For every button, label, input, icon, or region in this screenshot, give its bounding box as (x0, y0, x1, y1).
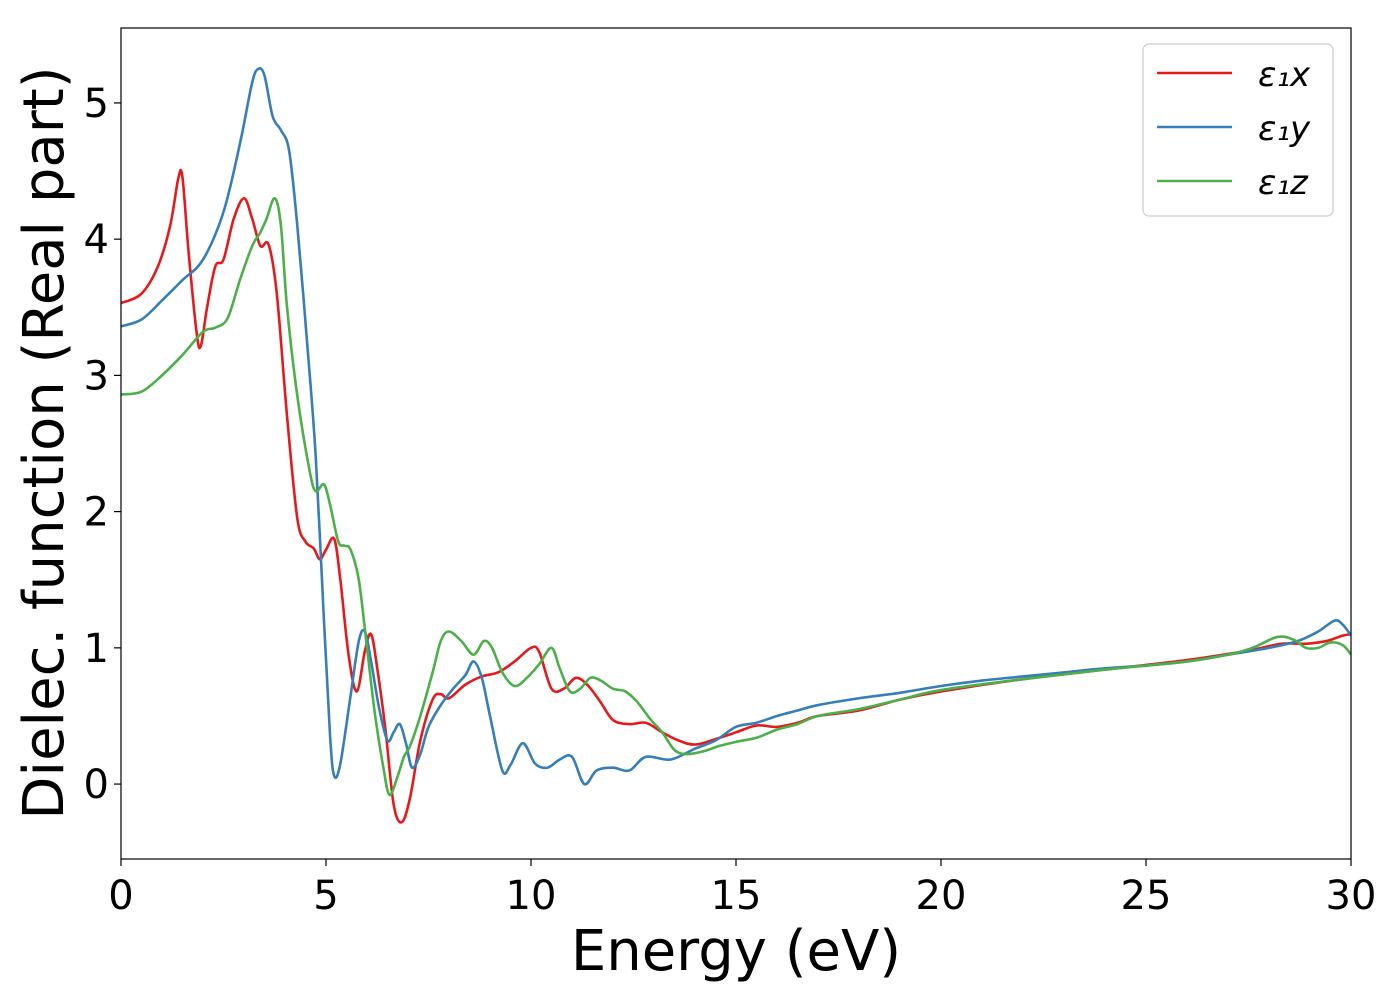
y-axis-label: Dielec. function (Real part) (12, 66, 77, 819)
y-tick-label: 4 (84, 217, 109, 263)
x-tick-label: 20 (916, 873, 967, 919)
y-tick-label: 0 (84, 762, 109, 808)
y-tick-label: 3 (84, 353, 109, 399)
y-tick-label: 2 (84, 490, 109, 536)
x-tick-label: 5 (313, 873, 338, 919)
series-line-eps1y (121, 67, 1351, 786)
series-line-eps1z (121, 196, 1351, 797)
legend-label-eps1x: ε₁x (1258, 55, 1311, 95)
legend: ε₁x ε₁y ε₁z (1142, 43, 1334, 217)
legend-box (1142, 43, 1334, 217)
y-tick-label: 5 (84, 81, 109, 127)
x-tick-label: 0 (108, 873, 133, 919)
x-tick-label: 10 (506, 873, 557, 919)
legend-label-eps1z: ε₁z (1258, 163, 1309, 203)
series-layer (121, 67, 1351, 824)
x-tick-label: 30 (1326, 873, 1377, 919)
x-tick-label: 15 (711, 873, 762, 919)
legend-label-eps1y: ε₁y (1258, 109, 1311, 149)
x-axis-label: Energy (eV) (571, 919, 901, 984)
ticks-layer: 0 5 10 15 20 25 30 0 1 2 3 4 5 (84, 81, 1377, 919)
x-tick-label: 25 (1121, 873, 1172, 919)
y-tick-label: 1 (84, 626, 109, 672)
